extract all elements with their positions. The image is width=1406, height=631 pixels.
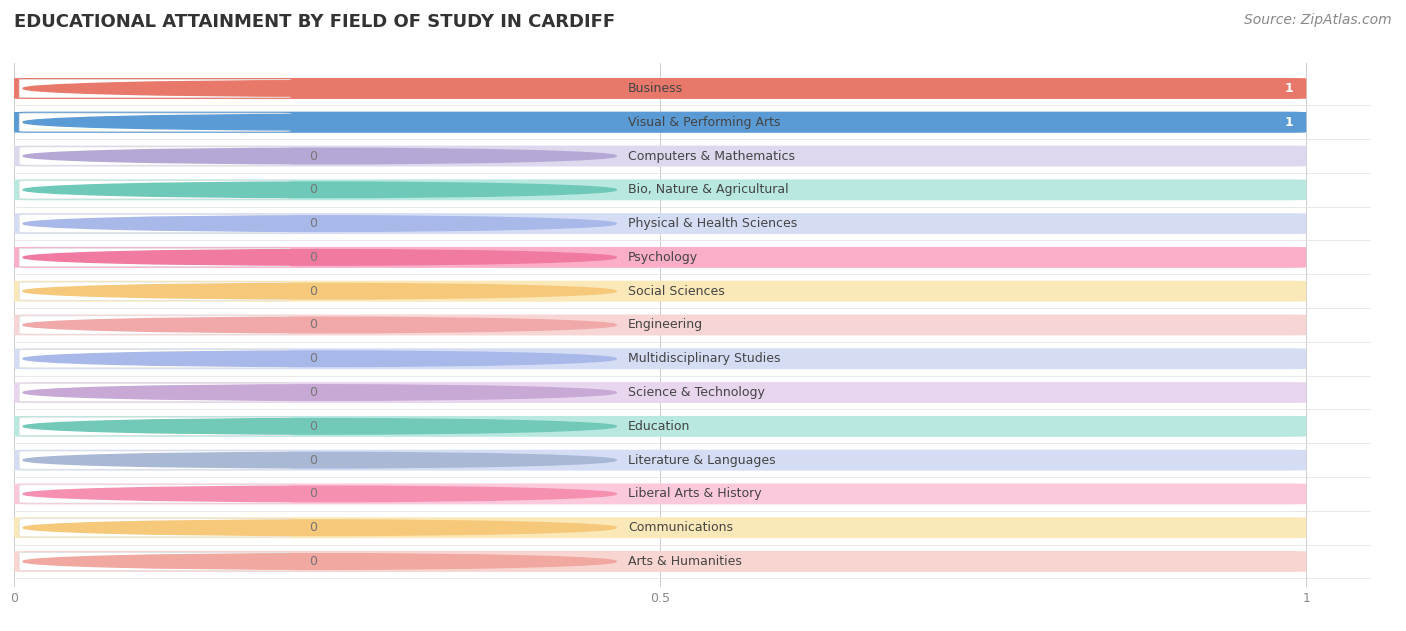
FancyBboxPatch shape: [14, 146, 1306, 167]
Text: 0: 0: [309, 150, 316, 163]
Circle shape: [22, 486, 616, 502]
FancyBboxPatch shape: [14, 382, 1306, 403]
Text: 0: 0: [309, 386, 316, 399]
Text: 0: 0: [309, 251, 316, 264]
Text: Social Sciences: Social Sciences: [628, 285, 724, 298]
FancyBboxPatch shape: [20, 451, 291, 469]
FancyBboxPatch shape: [20, 350, 291, 368]
FancyBboxPatch shape: [14, 450, 1306, 471]
Text: 1: 1: [1285, 82, 1294, 95]
FancyBboxPatch shape: [14, 348, 1306, 369]
FancyBboxPatch shape: [14, 281, 1306, 302]
FancyBboxPatch shape: [20, 248, 291, 266]
FancyBboxPatch shape: [14, 551, 1306, 572]
FancyBboxPatch shape: [14, 213, 1306, 234]
FancyBboxPatch shape: [14, 416, 1306, 437]
Circle shape: [22, 148, 616, 164]
Circle shape: [22, 216, 616, 232]
FancyBboxPatch shape: [14, 78, 1306, 99]
Text: EDUCATIONAL ATTAINMENT BY FIELD OF STUDY IN CARDIFF: EDUCATIONAL ATTAINMENT BY FIELD OF STUDY…: [14, 13, 616, 31]
FancyBboxPatch shape: [20, 147, 291, 165]
Text: Bio, Nature & Agricultural: Bio, Nature & Agricultural: [628, 184, 789, 196]
Circle shape: [22, 317, 616, 333]
Text: 0: 0: [309, 420, 316, 433]
Text: Visual & Performing Arts: Visual & Performing Arts: [628, 115, 780, 129]
Text: Computers & Mathematics: Computers & Mathematics: [628, 150, 794, 163]
Text: Engineering: Engineering: [628, 319, 703, 331]
Circle shape: [22, 385, 616, 400]
FancyBboxPatch shape: [20, 80, 291, 98]
FancyBboxPatch shape: [20, 113, 291, 131]
Circle shape: [22, 250, 616, 265]
FancyBboxPatch shape: [14, 112, 1306, 133]
Text: 0: 0: [309, 555, 316, 568]
Text: 1: 1: [1285, 115, 1294, 129]
Circle shape: [22, 283, 616, 299]
FancyBboxPatch shape: [14, 483, 1306, 504]
Circle shape: [22, 114, 616, 130]
Text: 0: 0: [309, 352, 316, 365]
Text: Source: ZipAtlas.com: Source: ZipAtlas.com: [1244, 13, 1392, 27]
Text: Physical & Health Sciences: Physical & Health Sciences: [628, 217, 797, 230]
FancyBboxPatch shape: [14, 517, 1306, 538]
FancyBboxPatch shape: [20, 485, 291, 503]
Text: Literature & Languages: Literature & Languages: [628, 454, 776, 466]
FancyBboxPatch shape: [14, 314, 1306, 336]
Circle shape: [22, 81, 616, 96]
Text: 0: 0: [309, 521, 316, 534]
Text: 0: 0: [309, 319, 316, 331]
Text: Arts & Humanities: Arts & Humanities: [628, 555, 742, 568]
Text: 0: 0: [309, 454, 316, 466]
FancyBboxPatch shape: [20, 384, 291, 402]
Circle shape: [22, 418, 616, 434]
Circle shape: [22, 520, 616, 536]
Circle shape: [22, 554, 616, 569]
FancyBboxPatch shape: [20, 282, 291, 300]
Text: Multidisciplinary Studies: Multidisciplinary Studies: [628, 352, 780, 365]
Text: Education: Education: [628, 420, 690, 433]
Circle shape: [22, 452, 616, 468]
FancyBboxPatch shape: [20, 552, 291, 570]
Text: 0: 0: [309, 217, 316, 230]
FancyBboxPatch shape: [20, 180, 291, 199]
Text: 0: 0: [309, 487, 316, 500]
FancyBboxPatch shape: [20, 215, 291, 233]
Text: Communications: Communications: [628, 521, 733, 534]
Text: Liberal Arts & History: Liberal Arts & History: [628, 487, 762, 500]
FancyBboxPatch shape: [14, 78, 1306, 99]
FancyBboxPatch shape: [20, 417, 291, 435]
FancyBboxPatch shape: [14, 179, 1306, 200]
FancyBboxPatch shape: [14, 247, 1306, 268]
Text: Business: Business: [628, 82, 683, 95]
Circle shape: [22, 182, 616, 198]
FancyBboxPatch shape: [20, 519, 291, 537]
FancyBboxPatch shape: [20, 316, 291, 334]
Text: Psychology: Psychology: [628, 251, 697, 264]
FancyBboxPatch shape: [14, 112, 1306, 133]
Text: 0: 0: [309, 285, 316, 298]
Text: Science & Technology: Science & Technology: [628, 386, 765, 399]
Circle shape: [22, 351, 616, 367]
Text: 0: 0: [309, 184, 316, 196]
